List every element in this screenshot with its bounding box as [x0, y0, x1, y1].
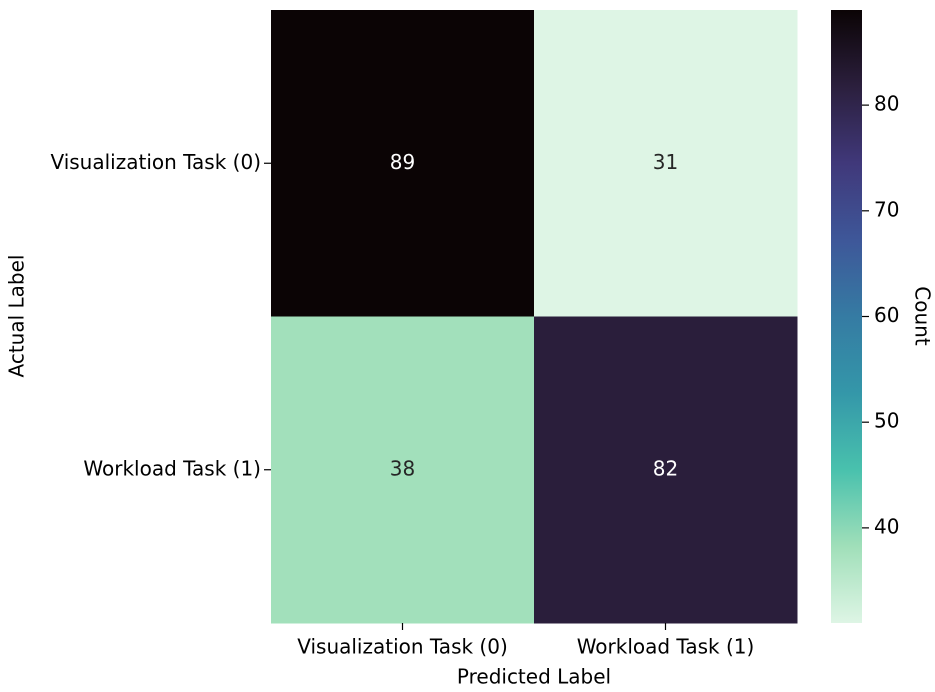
heatmap-cell [534, 316, 798, 624]
x-tick-label: Visualization Task (0) [297, 635, 508, 659]
colorbar-tick-label: 70 [874, 197, 899, 221]
colorbar-tick-label: 40 [874, 514, 899, 538]
heatmap-cell [271, 316, 535, 624]
colorbar-tick-label: 50 [874, 409, 899, 433]
cell-label: 89 [390, 150, 415, 174]
y-tick-label: Workload Task (1) [83, 456, 261, 480]
cell-label: 82 [653, 456, 678, 480]
heatmap-cell [271, 10, 535, 317]
heatmap-cell [534, 10, 798, 317]
colorbar-label: Count [911, 286, 935, 346]
colorbar-tick-label: 80 [874, 92, 899, 116]
colorbar-tick-label: 60 [874, 303, 899, 327]
y-axis-label: Actual Label [5, 255, 29, 378]
x-tick-label: Workload Task (1) [577, 635, 755, 659]
cell-label: 31 [653, 150, 678, 174]
cell-label: 38 [390, 456, 415, 480]
x-axis-label: Predicted Label [457, 665, 611, 689]
y-tick-label: Visualization Task (0) [50, 150, 261, 174]
colorbar [831, 10, 862, 623]
